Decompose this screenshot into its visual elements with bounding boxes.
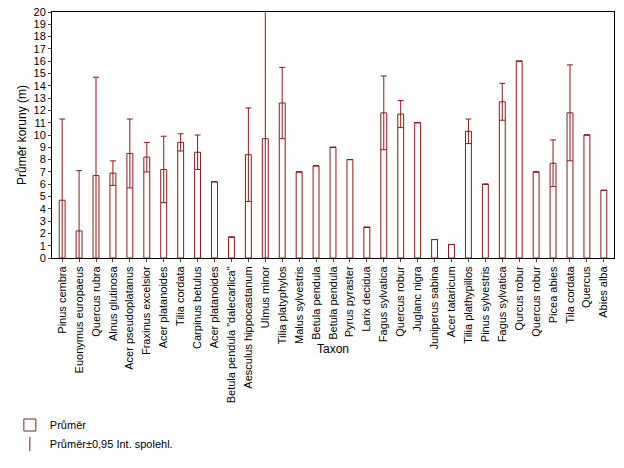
svg-text:Abies alba: Abies alba [597, 266, 609, 318]
svg-text:11: 11 [34, 117, 45, 129]
svg-text:19: 19 [34, 18, 46, 30]
svg-text:Fagus sylvatica: Fagus sylvatica [377, 266, 389, 343]
svg-text:9: 9 [40, 141, 46, 153]
svg-text:Quercus: Quercus [580, 266, 592, 308]
svg-text:8: 8 [40, 153, 46, 165]
svg-text:0: 0 [40, 252, 46, 264]
svg-text:Juglanc nigra: Juglanc nigra [411, 266, 423, 332]
svg-text:16: 16 [34, 55, 46, 67]
svg-text:2: 2 [40, 227, 46, 239]
svg-text:1: 1 [40, 240, 46, 252]
svg-text:Průměr±0,95 Int. spolehl.: Průměr±0,95 Int. spolehl. [50, 438, 173, 450]
svg-text:Qurcus robur: Qurcus robur [513, 266, 525, 331]
svg-text:Betula pendula: Betula pendula [310, 266, 322, 340]
svg-text:Betula pendula "dalecarlica": Betula pendula "dalecarlica" [225, 266, 237, 403]
svg-text:13: 13 [34, 92, 46, 104]
svg-text:Alnus glutinosa: Alnus glutinosa [107, 266, 119, 341]
svg-text:Acer tataricum: Acer tataricum [445, 266, 457, 337]
svg-text:14: 14 [34, 80, 46, 92]
svg-text:10: 10 [34, 129, 46, 141]
svg-text:Euonymus europaeus: Euonymus europaeus [73, 266, 85, 374]
svg-text:4: 4 [40, 203, 46, 215]
svg-text:Taxon: Taxon [317, 342, 349, 356]
svg-text:6: 6 [40, 178, 46, 190]
svg-text:Pinus cembra: Pinus cembra [56, 266, 68, 334]
svg-text:Pinus sylvestris: Pinus sylvestris [479, 266, 491, 342]
svg-text:Tilia platyphylos: Tilia platyphylos [276, 266, 288, 344]
svg-text:Quercus robur: Quercus robur [394, 266, 406, 337]
svg-text:Acer platanoides: Acer platanoides [208, 266, 220, 348]
svg-text:Picea abies: Picea abies [547, 266, 559, 323]
svg-text:Acer platanoides: Acer platanoides [157, 266, 169, 348]
svg-text:12: 12 [34, 104, 46, 116]
svg-text:Larix decidua: Larix decidua [360, 266, 372, 332]
svg-text:5: 5 [40, 190, 46, 202]
svg-text:Malus sylvestris: Malus sylvestris [293, 266, 305, 344]
svg-text:Fraxinus excelsior: Fraxinus excelsior [140, 266, 152, 355]
svg-text:Tilia plathypillos: Tilia plathypillos [462, 266, 474, 344]
svg-text:7: 7 [40, 166, 46, 178]
svg-text:Quercus rubra: Quercus rubra [90, 266, 102, 337]
svg-text:Aesculus hippocastanum: Aesculus hippocastanum [242, 266, 254, 388]
svg-text:Tila cordata: Tila cordata [564, 266, 576, 324]
svg-text:Carpinus betulus: Carpinus betulus [191, 266, 203, 349]
svg-text:Juniperus sabina: Juniperus sabina [428, 266, 440, 350]
svg-text:Průměr: Průměr [50, 419, 86, 431]
svg-text:Tilia cordata: Tilia cordata [174, 266, 186, 326]
svg-text:17: 17 [34, 43, 46, 55]
svg-text:15: 15 [34, 67, 46, 79]
svg-text:Fagus sylvatica: Fagus sylvatica [496, 266, 508, 343]
svg-text:Pyrus pyraster: Pyrus pyraster [344, 266, 356, 337]
svg-text:Quercus robur: Quercus robur [530, 266, 542, 337]
svg-text:Ulmus minor: Ulmus minor [259, 266, 271, 328]
svg-text:Betula pendula: Betula pendula [327, 266, 339, 340]
svg-text:Průměr koruny (m): Průměr koruny (m) [15, 85, 29, 185]
svg-text:20: 20 [34, 6, 46, 18]
svg-text:Acer pseudoplatanus: Acer pseudoplatanus [123, 266, 135, 370]
svg-text:18: 18 [34, 30, 46, 42]
svg-text:3: 3 [40, 215, 46, 227]
